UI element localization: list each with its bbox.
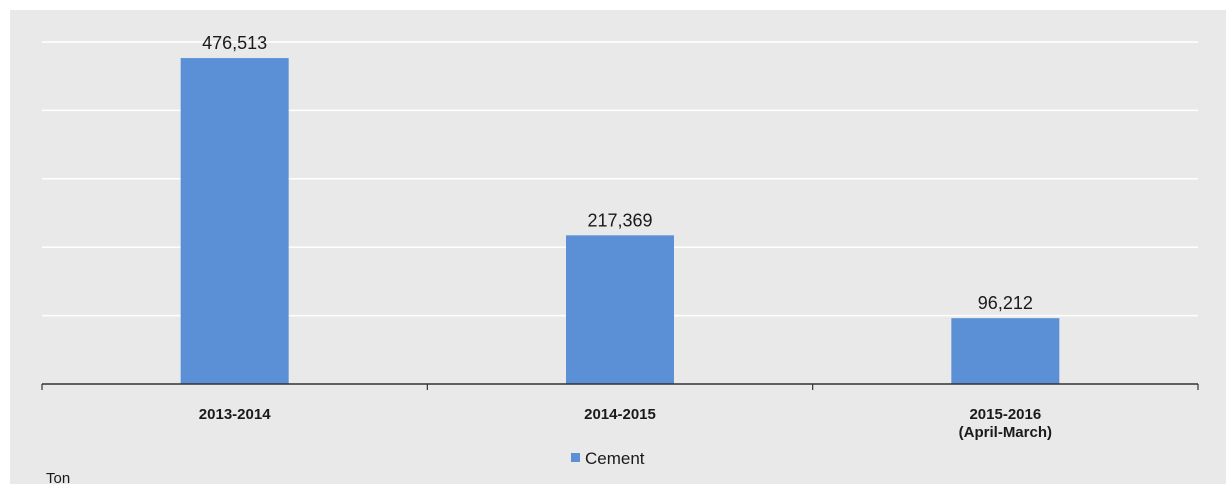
data-labels: 476,513 217,369 96,212 bbox=[202, 33, 1033, 313]
bar-2015-2016 bbox=[951, 318, 1060, 384]
bar-2013-2014 bbox=[180, 58, 289, 384]
x-tick-label-2015-2016: 2015-2016 (April-March) bbox=[959, 406, 1052, 441]
legend-label-cement: Cement bbox=[585, 449, 645, 468]
category-labels: 2013-2014 2014-2015 2015-2016 (April-March) bbox=[199, 406, 1052, 441]
unit-label: Ton bbox=[46, 470, 70, 487]
data-label-2014-2015: 217,369 bbox=[587, 210, 652, 230]
x-tick-label-2013-2014: 2013-2014 bbox=[199, 406, 271, 423]
bar-2014-2015 bbox=[566, 235, 674, 384]
x-tick-label-2014-2015: 2014-2015 bbox=[584, 406, 656, 423]
x-axis bbox=[41, 383, 1199, 390]
data-label-2015-2016: 96,212 bbox=[978, 293, 1033, 313]
legend: Cement bbox=[571, 449, 645, 468]
legend-swatch bbox=[571, 453, 580, 462]
data-label-2013-2014: 476,513 bbox=[202, 33, 267, 53]
bars bbox=[180, 58, 1060, 384]
